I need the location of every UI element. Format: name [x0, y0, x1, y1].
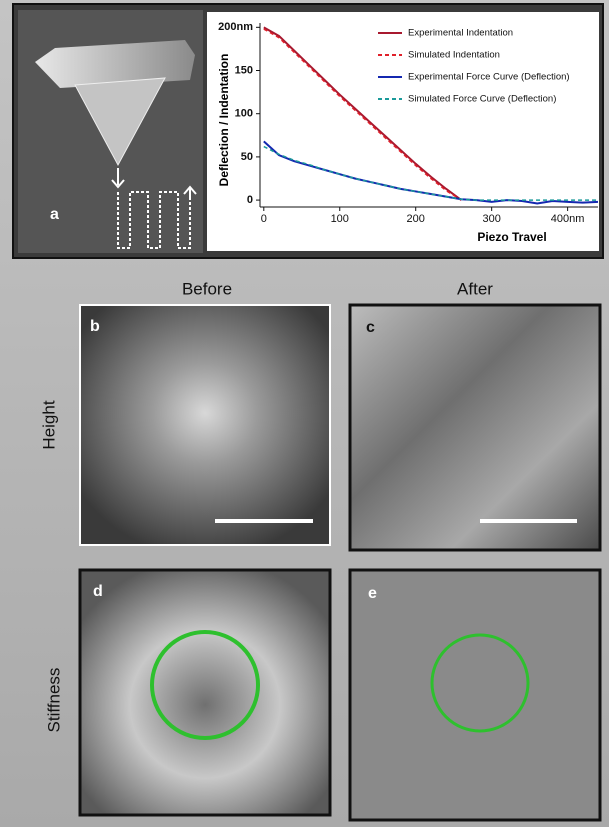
- legend-label: Experimental Force Curve (Deflection): [408, 72, 570, 83]
- x-tick-label: 400nm: [551, 213, 585, 225]
- circle: [430, 633, 530, 733]
- y-tick-label: 0: [247, 194, 253, 206]
- row-label: Height: [39, 400, 58, 449]
- image-d: [78, 568, 332, 817]
- y-tick-label: 200nm: [218, 21, 253, 33]
- image-b: [79, 304, 331, 546]
- arrow-up: [183, 185, 197, 200]
- tip: [74, 77, 166, 167]
- panel-label: b: [90, 318, 100, 335]
- panel-label: a: [50, 206, 59, 223]
- chart: 0 50 100 150 200nm 0 100 200 300 400nm Piezo Trave…: [217, 21, 599, 244]
- y-tick-label: 100: [235, 108, 253, 120]
- path-dotted: [117, 191, 191, 249]
- panel-label: d: [93, 583, 103, 600]
- image-c: [348, 303, 602, 552]
- series-line: [263, 26, 462, 201]
- x-tick-label: 100: [331, 213, 349, 225]
- y-axis-label: Deflection / Indentation: [217, 54, 231, 187]
- y-tick-label: 150: [235, 64, 253, 76]
- y-tick-label: 50: [241, 151, 253, 163]
- x-axis-label: Piezo Travel: [477, 230, 546, 244]
- series-line: [263, 145, 598, 201]
- panel-label: e: [368, 585, 377, 602]
- column-label: Before: [182, 279, 232, 298]
- x-tick-label: 200: [407, 213, 425, 225]
- legend-label: Experimental Indentation: [408, 28, 513, 39]
- column-label: After: [457, 279, 493, 298]
- image-e: [348, 568, 602, 822]
- series-line: [263, 140, 599, 205]
- row-label: Stiffness: [44, 668, 63, 733]
- legend-label: Simulated Indentation: [408, 50, 500, 61]
- legend-label: Simulated Force Curve (Deflection): [408, 94, 556, 105]
- x-tick-label: 0: [261, 213, 267, 225]
- chart-frame: [207, 12, 599, 251]
- circle: [150, 630, 260, 740]
- arrow-down: [111, 168, 125, 189]
- panel-label: c: [366, 319, 375, 336]
- cantilever: [35, 40, 195, 88]
- x-tick-label: 300: [482, 213, 500, 225]
- series-line: [263, 28, 462, 201]
